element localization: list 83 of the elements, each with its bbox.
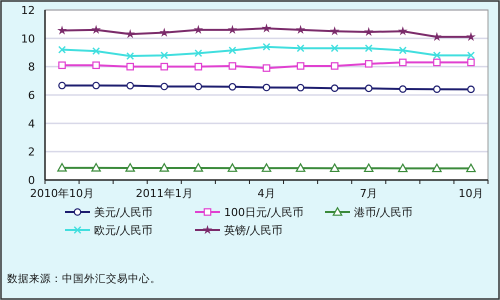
point xyxy=(398,46,407,54)
point xyxy=(364,44,373,52)
y-tick-label: 8 xyxy=(28,60,35,74)
point xyxy=(296,44,304,52)
y-tick-label: 12 xyxy=(21,4,35,17)
x-tick-label: 4月 xyxy=(258,187,276,200)
point xyxy=(159,163,170,172)
point xyxy=(228,26,237,34)
point xyxy=(92,26,100,34)
point xyxy=(228,82,236,91)
x-tick-label: 10月 xyxy=(458,187,484,200)
legend-label: 美元/人民币 xyxy=(94,206,153,219)
point xyxy=(330,62,338,70)
point xyxy=(92,61,100,70)
point xyxy=(126,30,134,38)
point xyxy=(228,163,238,172)
legend-label: 英镑/人民币 xyxy=(224,224,283,237)
point xyxy=(58,46,66,54)
point xyxy=(432,164,442,172)
point xyxy=(296,163,306,172)
y-tick-label: 6 xyxy=(28,89,35,102)
point xyxy=(432,32,441,40)
legend-label: 港币/人民币 xyxy=(354,206,413,219)
x-tick-label: 7月 xyxy=(360,187,378,200)
point xyxy=(57,163,67,172)
point xyxy=(398,26,407,35)
point xyxy=(92,47,100,55)
y-tick-label: 2 xyxy=(28,146,35,159)
point xyxy=(58,61,66,70)
point xyxy=(467,51,475,60)
point xyxy=(228,46,236,54)
point xyxy=(58,82,66,90)
point xyxy=(296,26,305,34)
y-tick-label: 4 xyxy=(28,117,35,130)
point xyxy=(126,52,134,60)
x-tick-label: 2010年10月 xyxy=(30,187,94,200)
legend-label: 100日元/人民币 xyxy=(224,206,304,219)
point xyxy=(330,44,339,52)
point xyxy=(160,51,168,60)
point xyxy=(330,163,340,172)
point xyxy=(466,32,476,40)
point xyxy=(399,58,407,66)
point xyxy=(467,86,475,94)
point xyxy=(399,85,407,93)
point xyxy=(194,62,202,70)
point xyxy=(160,82,168,90)
x-tick-label: 2011年1月 xyxy=(136,187,193,200)
source-note: 数据来源：中国外汇交易中心。 xyxy=(7,272,161,285)
point xyxy=(364,84,373,92)
point xyxy=(126,82,134,90)
point xyxy=(364,60,373,68)
point xyxy=(296,62,304,70)
y-tick-label: 10 xyxy=(21,32,35,46)
point xyxy=(364,28,373,36)
point xyxy=(466,164,476,172)
point xyxy=(433,85,441,93)
point xyxy=(433,58,441,66)
point xyxy=(398,164,408,172)
legend-label: 欧元/人民币 xyxy=(94,224,153,237)
point xyxy=(262,42,270,51)
point xyxy=(364,163,374,172)
point xyxy=(91,163,101,172)
point xyxy=(194,82,202,90)
point xyxy=(160,62,168,70)
point xyxy=(296,84,304,92)
point xyxy=(125,163,135,172)
point xyxy=(330,26,339,35)
point xyxy=(126,62,134,70)
point xyxy=(262,84,270,92)
point xyxy=(194,26,202,34)
point xyxy=(467,58,475,66)
point xyxy=(262,24,271,32)
point xyxy=(160,28,168,36)
point xyxy=(262,163,272,172)
point xyxy=(194,163,204,172)
point xyxy=(194,49,202,58)
point xyxy=(262,64,270,72)
point xyxy=(228,62,236,70)
point xyxy=(330,84,338,92)
y-tick-label: 0 xyxy=(28,174,35,187)
point xyxy=(92,82,100,90)
point xyxy=(432,51,441,60)
point xyxy=(58,26,66,34)
